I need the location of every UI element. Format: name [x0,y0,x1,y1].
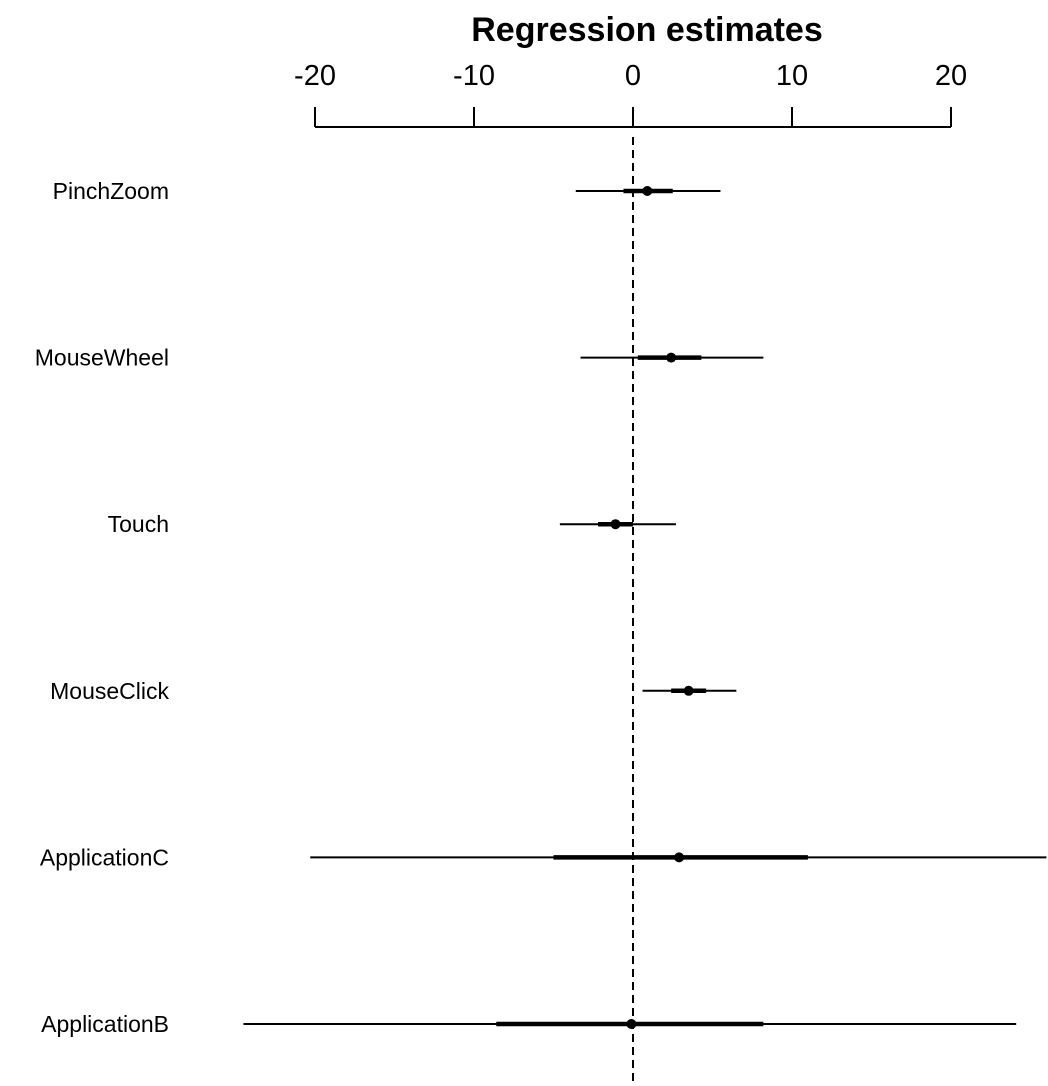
coefficient-row: PinchZoom [53,178,721,204]
x-axis: -20 -10 0 10 20 [294,60,967,128]
coefficient-row: MouseWheel [35,345,764,371]
chart-title: Regression estimates [471,11,823,49]
row-label: MouseClick [50,678,169,704]
coefficient-row: ApplicationC [40,844,1047,870]
coefficient-row: MouseClick [50,678,737,704]
x-tick-label: -20 [294,60,336,92]
point-estimate [610,519,621,530]
row-label: ApplicationB [41,1011,169,1037]
x-tick-label: -10 [453,60,495,92]
point-estimate [626,1019,637,1029]
row-label: Touch [108,511,169,537]
row-label: ApplicationC [40,844,169,870]
row-label: PinchZoom [53,178,169,204]
coefficient-row: ApplicationB [41,1011,1017,1037]
point-estimate [674,852,685,863]
x-tick-label: 0 [625,60,641,92]
point-estimate [683,685,694,696]
point-estimate [642,186,653,196]
x-tick-label: 20 [935,60,967,92]
x-tick-label: 10 [776,60,808,92]
row-label: MouseWheel [35,345,169,371]
coefficient-rows: PinchZoom MouseWheel Touch MouseClick Applic… [35,178,1047,1037]
coefficient-row: Touch [108,511,676,537]
point-estimate [666,352,677,363]
